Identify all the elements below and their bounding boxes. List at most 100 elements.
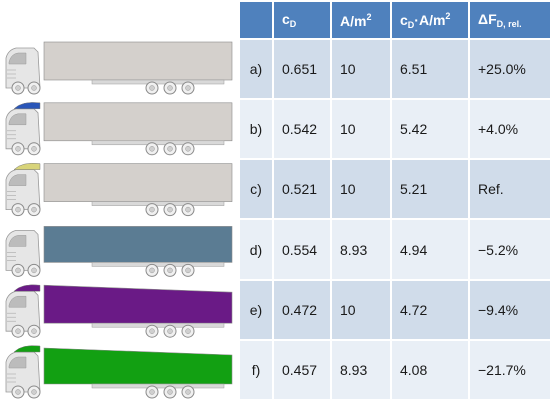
wheel-hub xyxy=(185,146,191,152)
cda-value: 4.72 xyxy=(390,278,470,341)
wheel-hub xyxy=(15,328,21,334)
row-label: b) xyxy=(238,98,274,161)
cab-window xyxy=(8,52,27,65)
wheel-hub xyxy=(167,206,173,213)
trailer-body xyxy=(43,41,233,81)
truck-illustration xyxy=(5,102,233,156)
wheel-hub xyxy=(149,267,155,274)
cab-window xyxy=(8,356,27,369)
cda-value: 5.21 xyxy=(390,158,470,221)
wheel-hub xyxy=(149,85,155,91)
delta-value: Ref. xyxy=(468,158,550,221)
wheel-hub xyxy=(149,146,155,152)
wheel-hub xyxy=(31,267,37,274)
wheel-hub xyxy=(167,267,173,274)
wheel-hub xyxy=(149,389,155,395)
delta-value: +4.0% xyxy=(468,98,550,161)
trailer-body xyxy=(43,163,233,202)
row-label: f) xyxy=(238,338,274,401)
delta-value: −9.4% xyxy=(468,278,550,341)
wheel-hub xyxy=(149,328,155,334)
trailer-chassis xyxy=(91,140,225,146)
row-label: e) xyxy=(238,278,274,341)
area-value: 8.93 xyxy=(330,218,392,281)
table-row: d) 0.554 8.93 4.94 −5.2% xyxy=(238,218,550,281)
delta-value: +25.0% xyxy=(468,37,550,101)
row-label: a) xyxy=(238,37,274,101)
cda-value: 5.42 xyxy=(390,98,470,161)
wheel-hub xyxy=(167,85,173,91)
wheel-hub xyxy=(167,389,173,395)
header-cd: cD xyxy=(272,0,332,40)
wheel-hub xyxy=(185,85,191,91)
area-value: 10 xyxy=(330,158,392,221)
trailer-chassis xyxy=(91,79,225,85)
wheel-hub xyxy=(185,267,191,274)
truck-illustration xyxy=(5,284,233,338)
table-row: e) 0.472 10 4.72 −9.4% xyxy=(238,278,550,341)
wheel-hub xyxy=(185,328,191,334)
wheel-hub xyxy=(31,146,37,152)
wheel-hub xyxy=(185,389,191,395)
wheel-hub xyxy=(31,85,37,91)
table-row: a) 0.651 10 6.51 +25.0% xyxy=(238,37,550,101)
table-row: c) 0.521 10 5.21 Ref. xyxy=(238,158,550,221)
cd-value: 0.457 xyxy=(272,338,332,401)
area-value: 10 xyxy=(330,278,392,341)
truck-illustration xyxy=(5,226,233,277)
wheel-hub xyxy=(149,206,155,213)
row-label: d) xyxy=(238,218,274,281)
cab-window xyxy=(8,235,27,247)
cd-value: 0.472 xyxy=(272,278,332,341)
roof-deflector xyxy=(13,102,41,110)
wheel-hub xyxy=(31,389,37,395)
wheel-hub xyxy=(185,206,191,213)
wheel-hub xyxy=(15,389,21,395)
area-value: 8.93 xyxy=(330,338,392,401)
roof-deflector xyxy=(13,345,41,353)
wheel-hub xyxy=(167,146,173,152)
roof-deflector xyxy=(13,162,41,170)
header-cda: cD·A/m2 xyxy=(390,0,470,40)
wheel-hub xyxy=(15,85,21,91)
trailer-body xyxy=(43,284,233,324)
header-delta-force: ΔFD, rel. xyxy=(468,0,550,40)
cda-value: 4.94 xyxy=(390,218,470,281)
delta-value: −21.7% xyxy=(468,338,550,401)
trailer-chassis xyxy=(91,201,225,206)
truck-illustration xyxy=(5,345,233,399)
truck-illustrations xyxy=(5,41,233,399)
table-header-row: cD A/m2 cD·A/m2 ΔFD, rel. xyxy=(238,0,550,40)
table-row: b) 0.542 10 5.42 +4.0% xyxy=(238,98,550,161)
cda-value: 6.51 xyxy=(390,37,470,101)
delta-value: −5.2% xyxy=(468,218,550,281)
trailer-body xyxy=(43,102,233,142)
truck-illustration xyxy=(5,41,233,95)
cd-value: 0.521 xyxy=(272,158,332,221)
table-row: f) 0.457 8.93 4.08 −21.7% xyxy=(238,338,550,401)
cd-value: 0.554 xyxy=(272,218,332,281)
cd-value: 0.542 xyxy=(272,98,332,161)
wheel-hub xyxy=(31,206,37,213)
wheel-hub xyxy=(15,267,21,274)
row-label: c) xyxy=(238,158,274,221)
wheel-hub xyxy=(15,206,21,213)
trailer-body xyxy=(43,347,233,385)
cab-window xyxy=(8,113,27,126)
trailer-chassis xyxy=(91,262,225,267)
header-area: A/m2 xyxy=(330,0,392,40)
cab-window xyxy=(8,174,27,186)
header-label xyxy=(238,0,274,40)
area-value: 10 xyxy=(330,37,392,101)
wheel-hub xyxy=(167,328,173,334)
drag-coefficient-table: cD A/m2 cD·A/m2 ΔFD, rel. a) 0.651 10 6.… xyxy=(238,0,550,401)
wheel-hub xyxy=(15,146,21,152)
truck-illustration xyxy=(5,162,233,217)
cd-value: 0.651 xyxy=(272,37,332,101)
roof-deflector xyxy=(13,284,41,292)
area-value: 10 xyxy=(330,98,392,161)
wheel-hub xyxy=(31,328,37,334)
trailer-body xyxy=(43,226,233,263)
cab-window xyxy=(8,295,27,308)
trailer-chassis xyxy=(91,383,225,389)
